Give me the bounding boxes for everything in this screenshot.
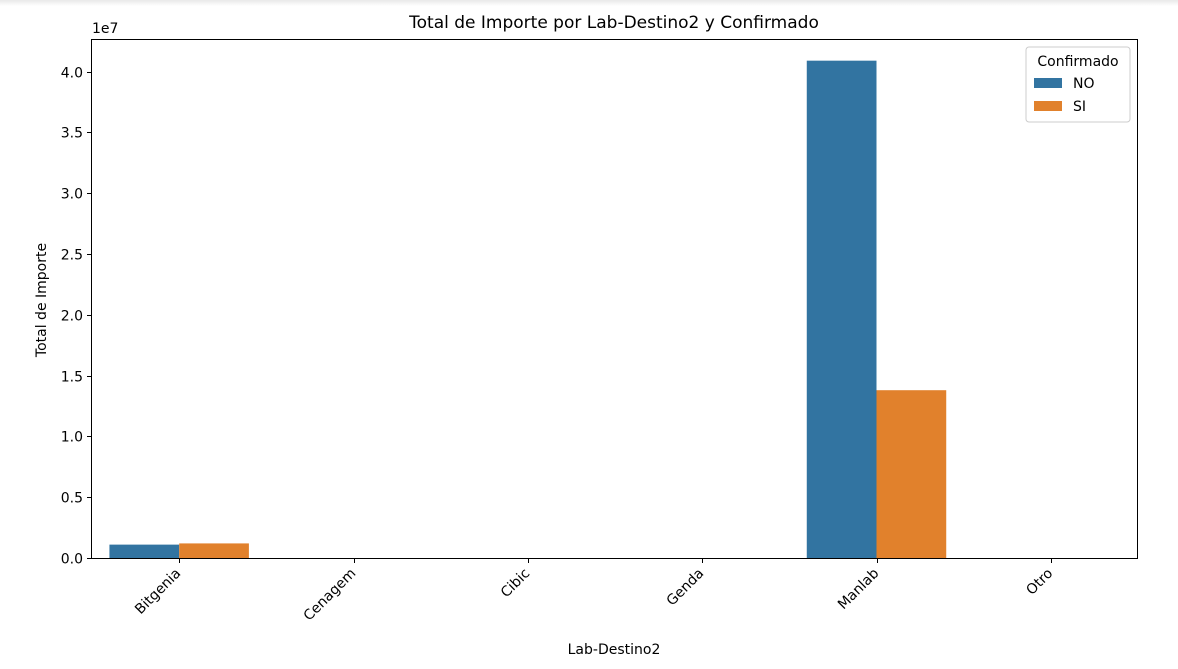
y-axis-label: Total de Importe — [34, 243, 50, 358]
y-tick-label: 2.0 — [61, 309, 83, 325]
x-axis-label: Lab-Destino2 — [568, 642, 661, 658]
y-tick-label: 0.5 — [61, 491, 83, 507]
legend-label-no: NO — [1073, 76, 1095, 92]
x-tick-label-otro: Otro — [1023, 566, 1056, 599]
y-tick-label: 1.0 — [61, 430, 83, 446]
x-tick-label-cibic: Cibic — [498, 566, 533, 601]
x-axis: Bitgenia Cenagem Cibic Genda Manlab Otro — [132, 558, 1056, 624]
legend-swatch-si — [1034, 101, 1062, 111]
y-tick-label: 3.5 — [61, 126, 83, 142]
top-edge — [0, 0, 1178, 6]
plot-frame — [91, 39, 1138, 559]
bar-si-bitgenia — [179, 543, 249, 558]
bar-no-manlab — [806, 60, 877, 559]
x-tick-label-bitgenia: Bitgenia — [132, 566, 184, 618]
legend: Confirmado NO SI — [1025, 46, 1131, 123]
y-tick-label: 2.5 — [61, 248, 83, 264]
bars-group — [109, 60, 947, 559]
legend-title: Confirmado — [1037, 54, 1118, 70]
y-tick-label: 1.5 — [61, 370, 83, 386]
y-tick-label: 4.0 — [61, 66, 83, 82]
y-axis: 0.0 0.5 1.0 1.5 2.0 2.5 3.0 3.5 4.0 — [61, 66, 92, 568]
x-tick-label-genda: Genda — [664, 566, 708, 610]
y-offset-text: 1e7 — [92, 21, 118, 37]
y-tick-label: 3.0 — [61, 187, 83, 203]
legend-label-si: SI — [1073, 99, 1086, 115]
chart-title: Total de Importe por Lab-Destino2 y Conf… — [408, 13, 819, 33]
y-tick-label: 0.0 — [61, 552, 83, 568]
x-tick-label-manlab: Manlab — [835, 565, 882, 612]
bar-no-bitgenia — [109, 544, 180, 558]
x-tick-label-cenagem: Cenagem — [301, 566, 360, 625]
bar-si-manlab — [876, 390, 947, 558]
legend-swatch-no — [1034, 78, 1062, 88]
